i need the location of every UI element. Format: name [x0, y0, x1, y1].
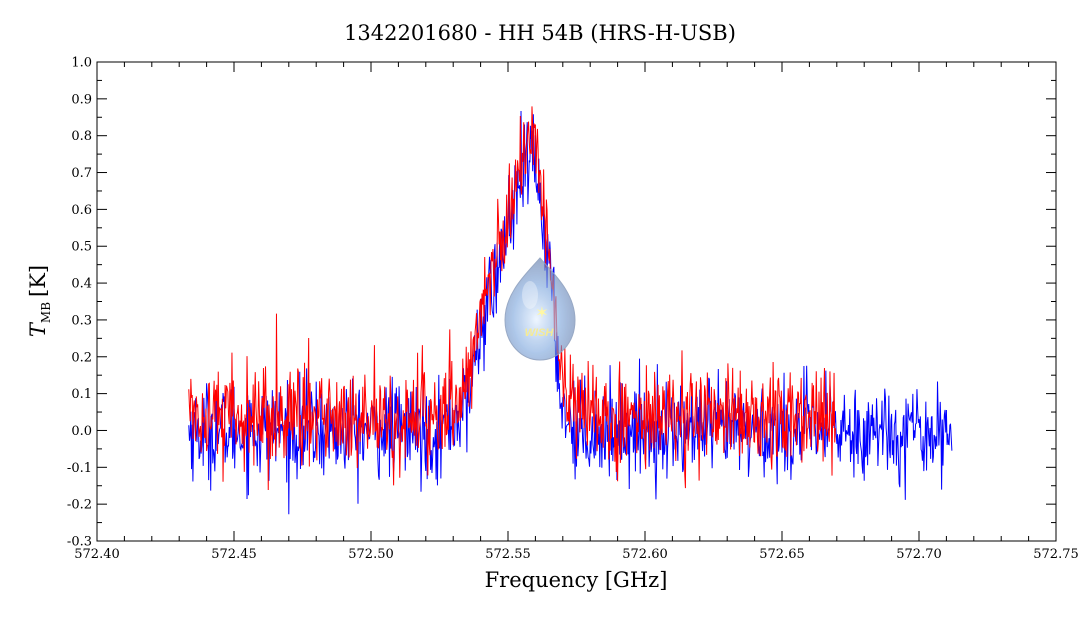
axis-ticks: [96, 61, 1057, 542]
plot-frame: [96, 61, 1057, 542]
y-axis-label: TMB [K]: [26, 265, 53, 337]
y-tick-label: 0.2: [71, 350, 92, 365]
x-tick-label: 572.65: [759, 547, 805, 562]
svg-text:✶: ✶: [535, 303, 548, 322]
x-axis-label: Frequency [GHz]: [485, 568, 668, 592]
x-tick-label: 572.60: [622, 547, 668, 562]
y-axis-label-symbol: T: [26, 321, 50, 337]
y-tick-label: 0.9: [71, 92, 92, 107]
y-tick-label: -0.3: [67, 535, 92, 550]
y-tick-label: 0.4: [71, 277, 92, 292]
x-tick-label: 572.40: [74, 547, 120, 562]
y-tick-label: 0.5: [71, 240, 92, 255]
y-axis-label-subscript: MB: [39, 302, 53, 323]
chart-title: 1342201680 - HH 54B (HRS-H-USB): [344, 21, 736, 45]
x-tick-label: 572.50: [348, 547, 394, 562]
y-tick-label: -0.1: [67, 461, 92, 476]
y-tick-label: 0.1: [71, 387, 92, 402]
y-tick-label: -0.2: [67, 498, 92, 513]
series-layer: [188, 106, 953, 515]
x-tick-label: 572.75: [1033, 547, 1079, 562]
x-tick-label: 572.70: [896, 547, 942, 562]
x-tick-labels: 572.40 572.45 572.50 572.55 572.60 572.65 572.…: [74, 547, 1079, 562]
y-tick-label: 1.0: [71, 56, 92, 71]
y-tick-label: 0.6: [71, 203, 92, 218]
x-tick-label: 572.45: [211, 547, 257, 562]
y-tick-label: 0.3: [71, 313, 92, 328]
y-tick-label: 0.8: [71, 129, 92, 144]
wish-logo: ✶ WISH: [504, 257, 576, 361]
x-tick-label: 572.55: [485, 547, 531, 562]
y-tick-labels: 1.0 0.9 0.8 0.7 0.6 0.5 0.4 0.3 0.2 0.1 0.0 -0.1 -0.…: [67, 56, 92, 550]
y-tick-label: 0.0: [71, 424, 92, 439]
wish-logo-text: WISH: [525, 327, 555, 339]
y-axis-label-unit: [K]: [26, 265, 50, 297]
y-tick-label: 0.7: [71, 166, 92, 181]
spectrum-series-2: [188, 106, 836, 491]
